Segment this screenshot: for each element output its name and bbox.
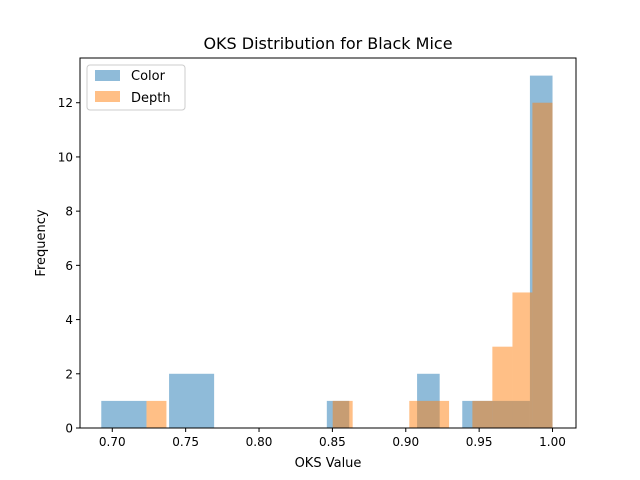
y-tick-label-4: 8 bbox=[65, 205, 73, 219]
x-tick-label-2: 0.80 bbox=[246, 435, 273, 449]
y-tick-label-1: 2 bbox=[65, 367, 73, 381]
y-tick-label-3: 6 bbox=[65, 259, 73, 273]
x-tick-label-4: 0.90 bbox=[392, 435, 419, 449]
histogram-bar-depth-6 bbox=[532, 102, 553, 428]
x-axis-ticks: 0.70 0.75 0.80 0.85 0.90 0.95 1.00 bbox=[99, 428, 566, 449]
histogram-bar-depth-3 bbox=[472, 400, 493, 428]
y-axis-ticks: 0 2 4 6 8 10 12 bbox=[58, 96, 80, 436]
x-tick-label-5: 0.95 bbox=[466, 435, 493, 449]
chart-title: OKS Distribution for Black Mice bbox=[203, 34, 452, 53]
y-tick-label-6: 12 bbox=[58, 96, 73, 110]
histogram-bar-depth-2 bbox=[409, 400, 450, 428]
x-tick-label-0: 0.70 bbox=[99, 435, 126, 449]
plot-frame bbox=[79, 57, 577, 429]
histogram-bar-depth-0 bbox=[146, 400, 167, 428]
histogram-bar-depth-4 bbox=[492, 346, 513, 428]
x-tick-label-1: 0.75 bbox=[172, 435, 199, 449]
histogram-bar-color-0 bbox=[101, 400, 147, 428]
y-tick-label-0: 0 bbox=[65, 422, 73, 436]
legend-swatch-color bbox=[95, 70, 120, 81]
legend-label-depth: Depth bbox=[131, 91, 171, 106]
x-tick-label-6: 1.00 bbox=[539, 435, 566, 449]
legend-swatch-depth bbox=[95, 91, 120, 102]
histogram-bar-depth-1 bbox=[332, 400, 353, 428]
legend-label-color: Color bbox=[131, 69, 166, 84]
x-tick-label-3: 0.85 bbox=[319, 435, 346, 449]
histogram-bar-color-1 bbox=[169, 373, 215, 428]
y-tick-label-5: 10 bbox=[58, 150, 73, 164]
histogram-bars bbox=[101, 75, 553, 428]
chart-legend: Color Depth bbox=[86, 64, 186, 111]
x-axis-label: OKS Value bbox=[295, 456, 362, 471]
histogram-bar-depth-5 bbox=[512, 292, 533, 428]
y-axis-label: Frequency bbox=[34, 209, 49, 276]
y-tick-label-2: 4 bbox=[65, 313, 73, 327]
